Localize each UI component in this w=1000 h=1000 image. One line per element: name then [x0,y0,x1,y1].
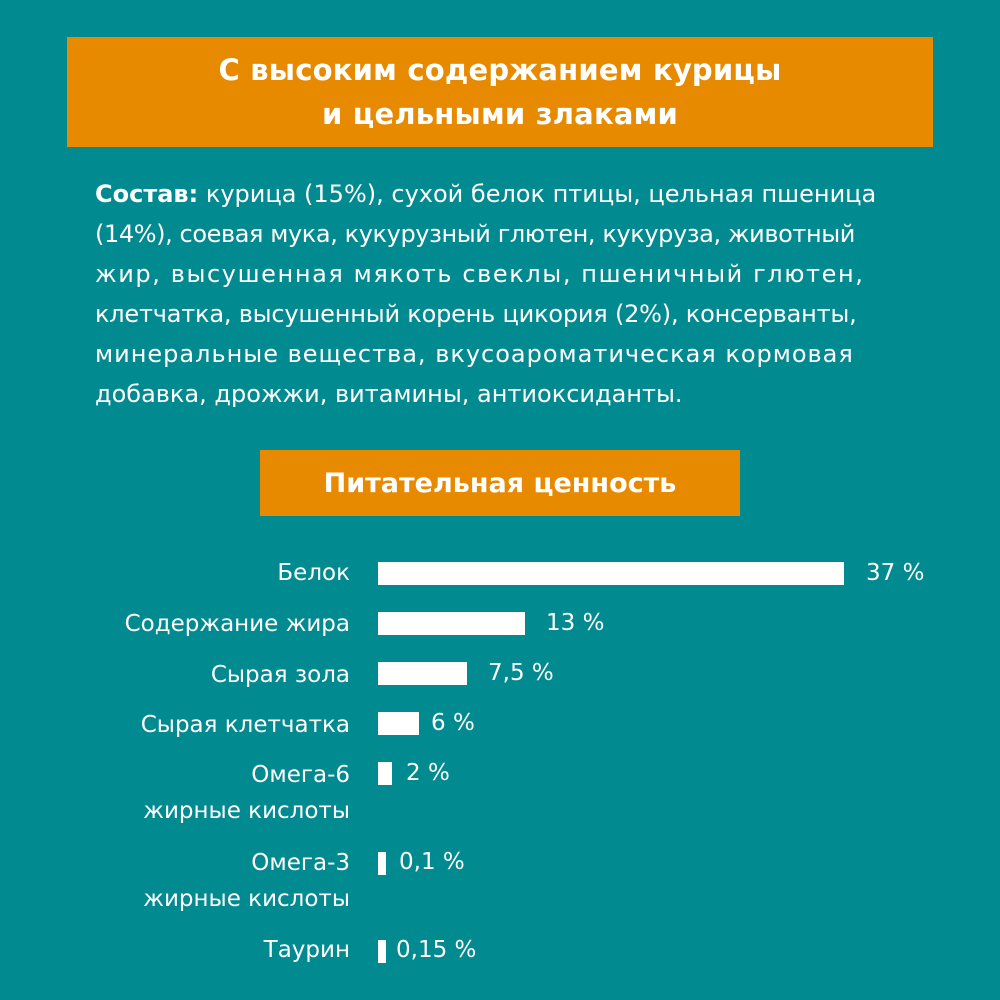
value-fiber: 6 % [431,710,475,736]
header-title-line-1: С высоким содержанием курицы [218,53,782,87]
bar-fiber [378,712,419,735]
composition-text: Состав: курица (15%), сухой белок птицы,… [95,174,925,414]
value-ash: 7,5 % [488,660,554,686]
composition-line-2: (14%), соевая мука, кукурузный глютен, к… [95,220,856,248]
bar-omega3 [378,852,386,875]
row-label-omega6-line2: жирные кислоты [143,798,350,824]
composition-line-6: добавка, дрожжи, витамины, антиоксиданты… [95,380,683,408]
row-label-taurine: Таурин [263,937,350,963]
row-label-omega3-line2: жирные кислоты [143,886,350,912]
composition-line-1: Состав: курица (15%), сухой белок птицы,… [95,180,877,208]
bar-protein [378,562,844,585]
header-title-line-2: и цельными злаками [321,97,679,131]
header-banner: С высоким содержанием курицы и цельными … [67,37,933,147]
bar-fat [378,612,525,635]
nutrition-title-banner: Питательная ценность [260,450,740,516]
composition-label: Состав: [95,180,199,208]
bar-ash [378,662,467,685]
bar-taurine [378,940,386,963]
value-omega3: 0,1 % [399,849,465,875]
value-taurine: 0,15 % [396,937,477,963]
value-fat: 13 % [546,610,605,636]
composition-line-3: жир, высушенная мякоть свеклы, пшеничный… [95,260,865,288]
row-label-fiber: Сырая клетчатка [140,712,350,738]
bar-omega6 [378,762,392,785]
nutrition-title: Питательная ценность [323,467,677,499]
value-omega6: 2 % [406,760,450,786]
composition-line-5: минеральные вещества, вкусоароматическая… [95,340,854,368]
row-label-ash: Сырая зола [210,662,350,688]
row-label-omega3: Омега-3 [251,850,350,876]
composition-line-4: клетчатка, высушенный корень цикория (2%… [95,300,857,328]
value-protein: 37 % [866,560,925,586]
row-label-omega6: Омега-6 [251,762,350,788]
row-label-protein: Белок [277,560,350,586]
row-label-fat: Содержание жира [124,611,350,637]
